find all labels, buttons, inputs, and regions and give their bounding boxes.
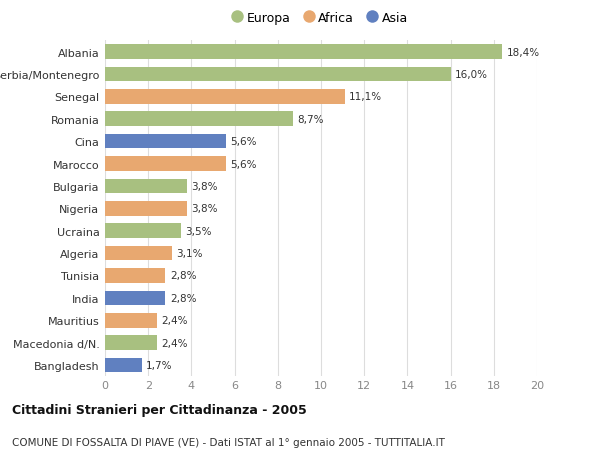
Bar [105, 313, 157, 328]
Text: 3,8%: 3,8% [191, 204, 218, 214]
Text: 3,8%: 3,8% [191, 181, 218, 191]
Text: COMUNE DI FOSSALTA DI PIAVE (VE) - Dati ISTAT al 1° gennaio 2005 - TUTTITALIA.IT: COMUNE DI FOSSALTA DI PIAVE (VE) - Dati … [12, 437, 445, 447]
Bar [105, 224, 181, 238]
Bar [105, 358, 142, 372]
Text: 2,8%: 2,8% [170, 271, 196, 281]
Text: 1,7%: 1,7% [146, 360, 173, 370]
Text: 3,5%: 3,5% [185, 226, 211, 236]
Bar [105, 45, 502, 60]
Bar [105, 179, 187, 194]
Text: 18,4%: 18,4% [507, 47, 540, 57]
Text: 16,0%: 16,0% [455, 70, 488, 80]
Bar [105, 157, 226, 171]
Text: 8,7%: 8,7% [297, 114, 324, 124]
Text: 5,6%: 5,6% [230, 137, 257, 147]
Text: 3,1%: 3,1% [176, 248, 203, 258]
Text: 5,6%: 5,6% [230, 159, 257, 169]
Bar [105, 202, 187, 216]
Text: Cittadini Stranieri per Cittadinanza - 2005: Cittadini Stranieri per Cittadinanza - 2… [12, 403, 307, 416]
Bar [105, 246, 172, 261]
Text: 2,8%: 2,8% [170, 293, 196, 303]
Bar [105, 112, 293, 127]
Bar [105, 336, 157, 350]
Bar [105, 134, 226, 149]
Legend: Europa, Africa, Asia: Europa, Africa, Asia [230, 8, 412, 28]
Text: 2,4%: 2,4% [161, 315, 188, 325]
Bar [105, 90, 345, 104]
Text: 2,4%: 2,4% [161, 338, 188, 348]
Bar [105, 291, 166, 305]
Bar [105, 67, 451, 82]
Text: 11,1%: 11,1% [349, 92, 382, 102]
Bar [105, 269, 166, 283]
